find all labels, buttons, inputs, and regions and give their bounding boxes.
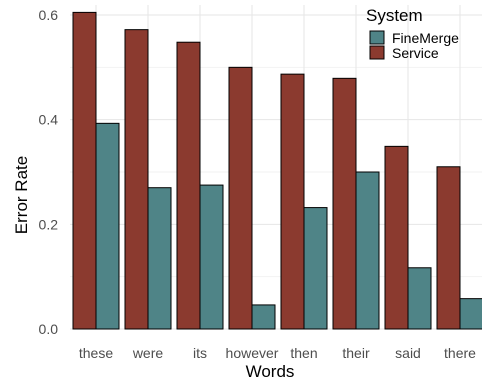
legend-label: FineMerge bbox=[392, 30, 459, 46]
bar-finemerge-there bbox=[459, 298, 482, 330]
bar-service-these bbox=[72, 11, 97, 330]
y-tick-label: 0.0 bbox=[39, 321, 59, 337]
y-tick-label: 0.4 bbox=[39, 112, 59, 128]
legend-label: Service bbox=[392, 45, 439, 61]
bar-finemerge-its bbox=[199, 184, 224, 330]
bar-service-its bbox=[176, 41, 201, 330]
y-axis-ticks: 0.0 0.2 0.4 0.6 bbox=[39, 7, 59, 337]
x-tick-label: then bbox=[290, 345, 317, 361]
bar-service-then bbox=[280, 73, 305, 330]
x-axis-title: Words bbox=[246, 362, 295, 381]
legend-swatch bbox=[369, 45, 385, 60]
bar-finemerge-were bbox=[147, 187, 172, 330]
x-tick-label: its bbox=[193, 345, 207, 361]
y-tick-label: 0.2 bbox=[39, 216, 59, 232]
bar-finemerge-then bbox=[303, 207, 328, 330]
x-axis-ticks: these were its however then their said there bbox=[79, 345, 476, 361]
legend-swatch bbox=[369, 30, 385, 45]
bar-service-their bbox=[332, 77, 357, 330]
x-tick-label: these bbox=[79, 345, 113, 361]
y-tick-label: 0.6 bbox=[39, 7, 59, 23]
x-tick-label: however bbox=[226, 345, 279, 361]
bar-service-however bbox=[228, 66, 253, 330]
bar-finemerge-however bbox=[251, 304, 276, 330]
x-tick-label: there bbox=[444, 345, 476, 361]
bar-service-there bbox=[436, 166, 461, 330]
bar-finemerge-their bbox=[355, 171, 380, 330]
bar-finemerge-these bbox=[95, 122, 120, 330]
x-tick-label: were bbox=[132, 345, 164, 361]
legend-title: System bbox=[366, 6, 423, 25]
bars bbox=[72, 11, 482, 330]
x-tick-label: said bbox=[395, 345, 421, 361]
x-tick-label: their bbox=[342, 345, 370, 361]
bar-finemerge-said bbox=[407, 267, 432, 330]
bar-service-said bbox=[384, 145, 409, 330]
bar-service-were bbox=[124, 29, 149, 330]
y-axis-title: Error Rate bbox=[12, 156, 31, 234]
